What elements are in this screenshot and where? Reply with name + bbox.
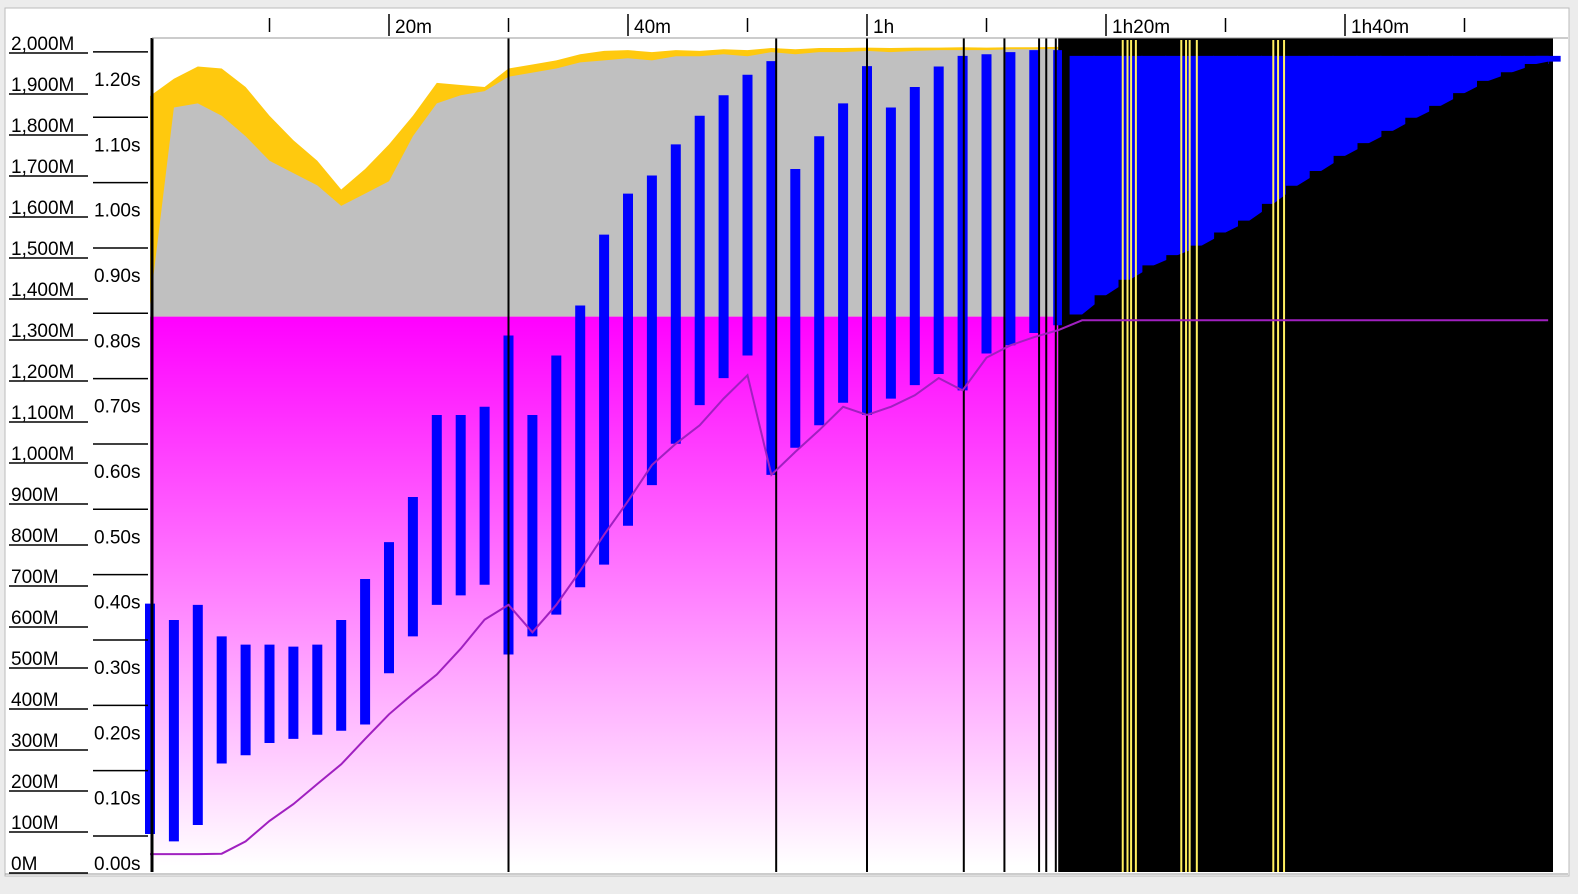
y2-tick-label: 0.70s [94,397,140,418]
axes: 20m 40m 1h 1h20m 1h40m 0M 100M 200M 300M 400M 500M… [5,14,1568,875]
y2-tick-label: 0.20s [94,723,140,744]
black-area [1082,61,1549,866]
y2-tick-label: 0.80s [94,331,140,352]
x-tick-label: 1h [873,17,894,38]
y-tick-label: 1,900M [11,75,74,96]
y2-tick-label: 0.90s [94,266,140,287]
y2-tick-label: 0.30s [94,658,140,679]
y-tick-label: 1,300M [11,321,74,342]
gray-area [150,48,1059,317]
old-gen-line [150,319,1549,856]
y-tick-label: 1,800M [11,116,74,137]
y-tick-label: 200M [11,772,59,793]
y-tick-label: 1,600M [11,198,74,219]
y2-tick-label: 1.00s [94,201,140,222]
y-tick-label: 700M [11,567,59,588]
y2-tick-label: 1.20s [94,70,140,91]
y-tick-label: 1,000M [11,444,74,465]
y-tick-label: 1,400M [11,280,74,301]
y-tick-label: 500M [11,649,59,670]
y2-tick-label: 0.40s [94,593,140,614]
y2-tick-label: 0.10s [94,789,140,810]
plot-area [145,38,1561,872]
y-tick-label: 2,000M [11,34,74,55]
y-tick-label: 1,200M [11,362,74,383]
y-tick-label: 100M [11,813,59,834]
y-tick-label: 400M [11,690,59,711]
y2-tick-label: 0.00s [94,854,140,875]
y-tick-label: 1,500M [11,239,74,260]
x-tick-label: 1h40m [1351,17,1409,38]
y2-tick-label: 1.10s [94,135,140,156]
x-tick-label: 40m [634,17,671,38]
y2-tick-label: 0.60s [94,462,140,483]
committed-area [150,316,1059,867]
y-tick-label: 600M [11,608,59,629]
y2-tick-label: 0.50s [94,527,140,548]
x-tick-label: 1h20m [1112,17,1170,38]
y-tick-label: 900M [11,485,59,506]
y-tick-label: 800M [11,526,59,547]
y-tick-label: 0M [11,854,37,875]
y-tick-label: 300M [11,731,59,752]
y-tick-label: 1,700M [11,157,74,178]
y-tick-label: 1,100M [11,403,74,424]
x-tick-label: 20m [395,17,432,38]
